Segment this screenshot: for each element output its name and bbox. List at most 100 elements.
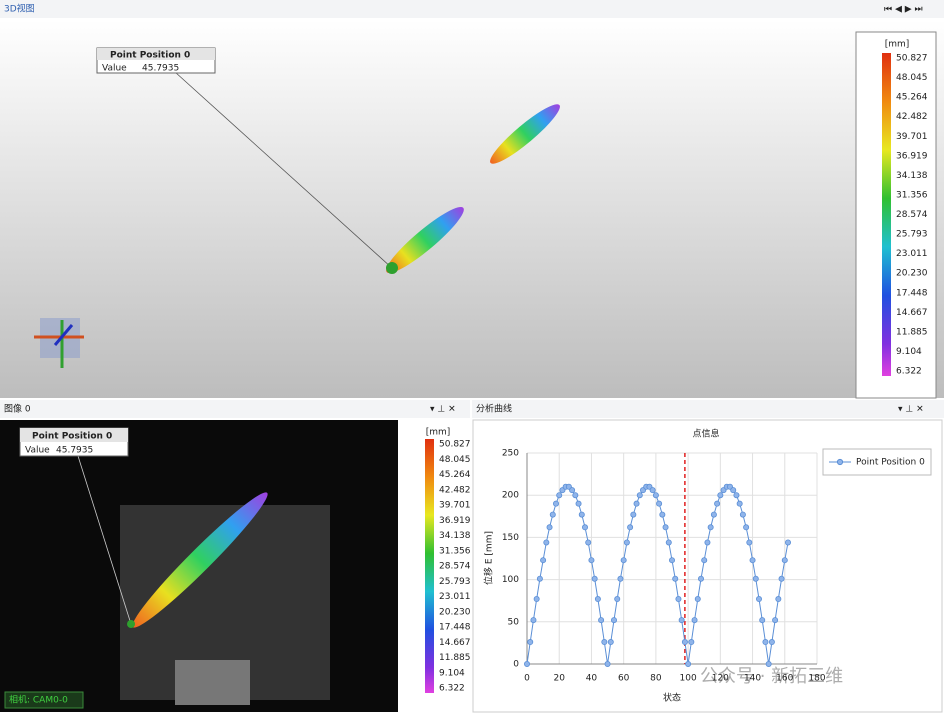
data-point <box>739 511 746 518</box>
probe-point[interactable] <box>386 262 398 274</box>
data-point <box>636 492 643 499</box>
data-point <box>681 639 688 646</box>
x-tick-label: 80 <box>650 674 662 684</box>
colorbar-tick: 45.264 <box>896 93 928 103</box>
data-point <box>781 557 788 564</box>
data-point <box>533 596 540 603</box>
colorbar-tick: 34.138 <box>439 531 471 541</box>
panel-controls[interactable]: ▾ ⊥ ✕ <box>898 405 924 415</box>
data-point <box>540 557 547 564</box>
data-point <box>572 492 579 499</box>
x-tick-label: 180 <box>808 674 825 684</box>
data-point <box>649 487 656 494</box>
colorbar-tick: 39.701 <box>439 501 471 511</box>
data-point <box>694 596 701 603</box>
data-point <box>785 539 792 546</box>
x-tick-label: 120 <box>712 674 729 684</box>
point-key: Value <box>25 446 50 456</box>
colorbar-tick: 36.919 <box>439 516 471 526</box>
y-tick-label: 100 <box>502 575 519 585</box>
blade-shape <box>386 206 464 274</box>
colorbar-panel <box>855 31 937 399</box>
colorbar-unit: [mm] <box>426 428 451 438</box>
leader-line <box>77 455 132 625</box>
data-point <box>598 617 605 624</box>
data-point <box>614 596 621 603</box>
data-point <box>701 557 708 564</box>
y-tick-label: 50 <box>508 617 520 627</box>
tab-bar <box>0 0 944 18</box>
data-point <box>536 575 543 582</box>
point-label: Point Position 0 Value 45.7935 <box>19 427 129 457</box>
x-tick-label: 0 <box>524 674 530 684</box>
data-point <box>675 596 682 603</box>
colorbar-tick: 50.827 <box>896 54 928 64</box>
data-point <box>778 575 785 582</box>
blade-shape <box>490 104 560 164</box>
colorbar-tick: 31.356 <box>896 190 928 200</box>
colorbar-tick: 28.574 <box>439 562 471 572</box>
data-point <box>752 575 759 582</box>
viewport-3d[interactable] <box>0 20 944 398</box>
panel-title: 分析曲线 <box>476 403 512 415</box>
nav-icons[interactable]: ⏮ ◀ ▶ ⏭ <box>884 5 923 15</box>
data-point <box>756 596 763 603</box>
x-tick-label: 160 <box>776 674 793 684</box>
data-point <box>543 539 550 546</box>
colorbar-tick: 28.574 <box>896 210 928 220</box>
tab-3d[interactable]: 3D视图 <box>4 3 35 15</box>
camera-name: 相机: CAM0-0 <box>9 694 68 706</box>
data-point <box>630 511 637 518</box>
legend-marker <box>836 458 844 466</box>
data-point <box>688 639 695 646</box>
data-point <box>730 487 737 494</box>
data-point <box>704 539 711 546</box>
y-tick-label: 0 <box>513 660 519 670</box>
colorbar-tick: 34.138 <box>896 171 928 181</box>
colorbar-tick: 31.356 <box>439 546 471 556</box>
point-value: 45.7935 <box>142 64 179 74</box>
data-point <box>743 524 750 531</box>
x-tick-label: 40 <box>586 674 598 684</box>
x-tick-label: 140 <box>744 674 761 684</box>
data-point <box>627 524 634 531</box>
data-point <box>569 487 576 494</box>
leader-line <box>174 71 393 269</box>
data-point <box>746 539 753 546</box>
point-title: Point Position 0 <box>32 432 112 442</box>
data-point <box>749 557 756 564</box>
colorbar-tick: 45.264 <box>439 470 471 480</box>
data-point <box>591 575 598 582</box>
data-point <box>775 596 782 603</box>
colorbar-tick: 23.011 <box>896 249 928 259</box>
x-axis-label: 状态 <box>663 692 681 704</box>
panel-controls[interactable]: ▾ ⊥ ✕ <box>430 405 456 415</box>
data-point <box>656 500 663 507</box>
panel-title: 图像 0 <box>4 403 31 415</box>
data-point <box>578 511 585 518</box>
chart-title: 点信息 <box>692 428 719 440</box>
probe-point[interactable] <box>127 620 135 628</box>
data-point <box>546 524 553 531</box>
data-point <box>607 639 614 646</box>
legend-label: Point Position 0 <box>856 458 925 468</box>
data-point <box>707 524 714 531</box>
data-point <box>736 500 743 507</box>
panel-header <box>472 400 944 418</box>
data-point <box>669 557 676 564</box>
data-point <box>665 539 672 546</box>
data-point <box>594 596 601 603</box>
x-tick-label: 20 <box>553 674 565 684</box>
colorbar-tick: 50.827 <box>439 440 471 450</box>
data-point <box>710 511 717 518</box>
y-axis-label: 位移 E [mm] <box>483 531 495 585</box>
watermark: 公众号 · 新拓三维 <box>700 666 843 687</box>
colorbar-gradient <box>882 53 891 376</box>
data-point <box>762 639 769 646</box>
data-point <box>698 575 705 582</box>
colorbar-tick: 6.322 <box>439 684 465 694</box>
data-point <box>588 557 595 564</box>
data-point <box>530 617 537 624</box>
